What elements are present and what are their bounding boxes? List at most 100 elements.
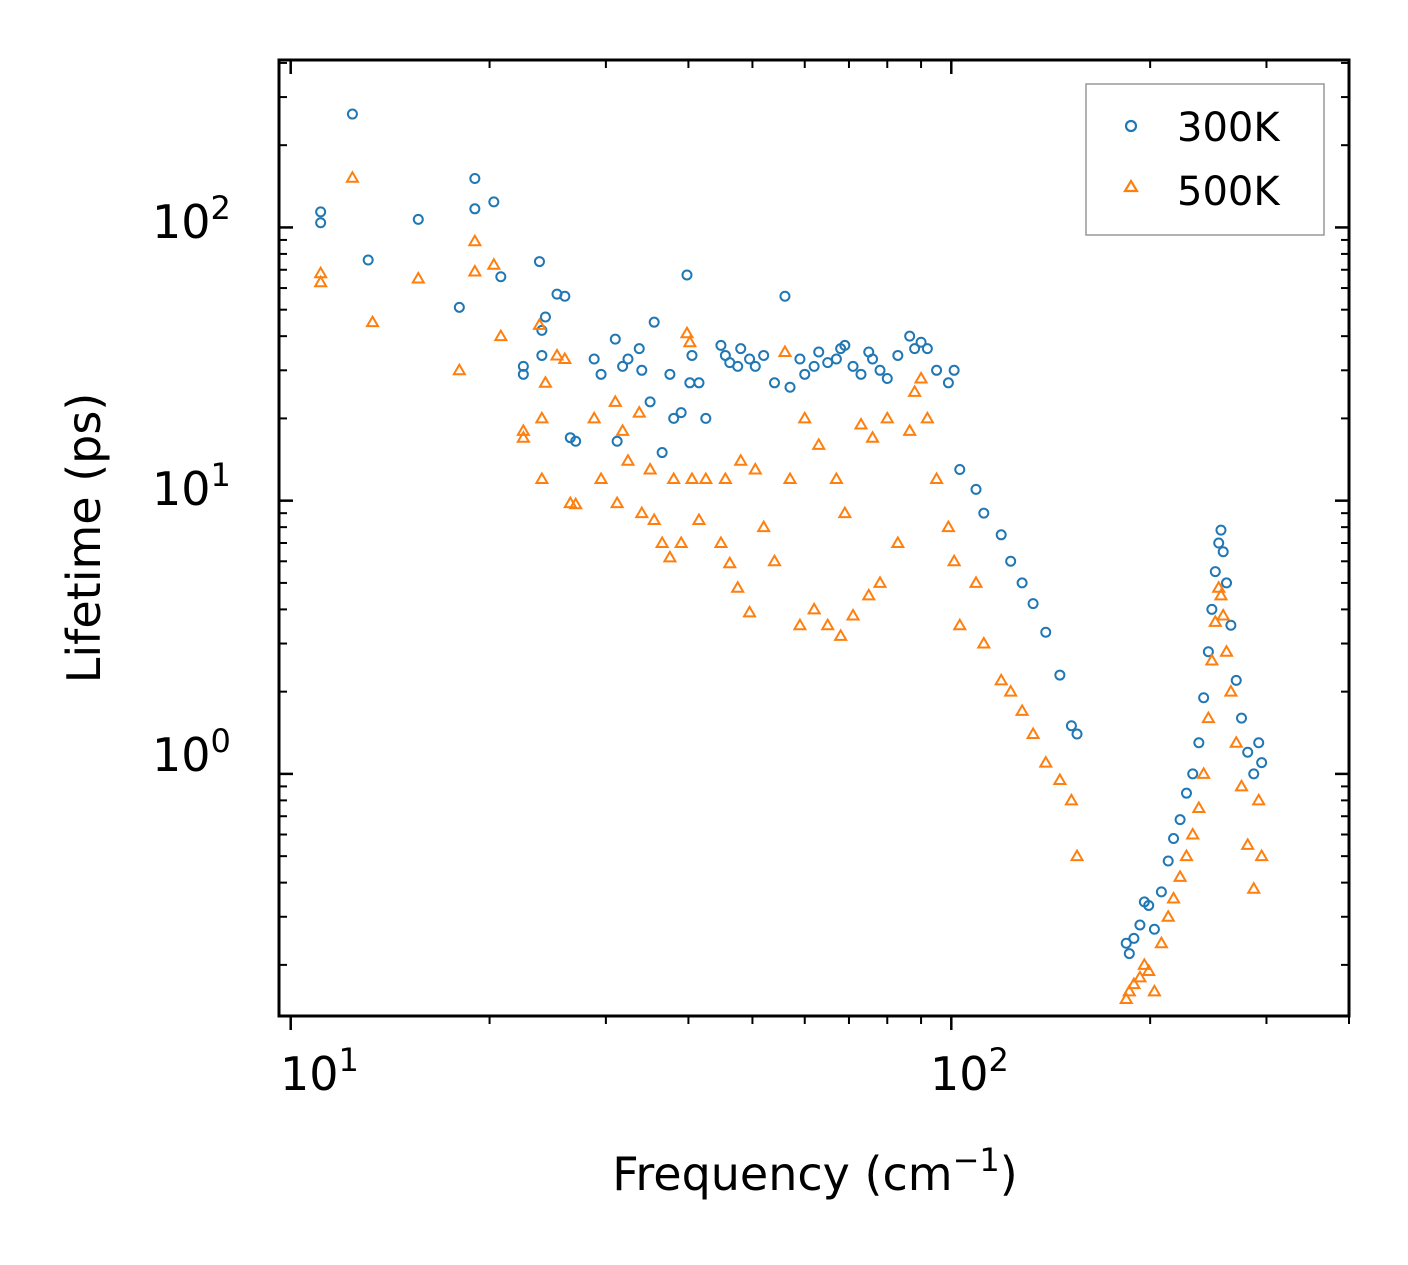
point-300k-17 [559, 290, 571, 302]
point-300k-30 [656, 447, 668, 459]
point-500k-58 [845, 607, 861, 621]
point-300k-91 [1162, 855, 1174, 867]
point-300k-99 [1206, 603, 1218, 615]
point-300k-32 [668, 412, 680, 424]
point-300k-111 [1256, 757, 1268, 769]
point-500k-52 [806, 601, 822, 615]
legend-marker-500k [1123, 178, 1139, 193]
point-500k-23 [609, 495, 625, 509]
point-500k-64 [890, 535, 906, 548]
point-500k-49 [782, 471, 798, 485]
point-300k-23 [611, 435, 623, 447]
point-300k-86 [1134, 919, 1146, 931]
point-300k-48 [779, 290, 791, 302]
point-500k-100 [1208, 614, 1223, 627]
point-300k-81 [1065, 720, 1077, 732]
point-300k-25 [622, 353, 634, 365]
point-300k-59 [855, 368, 867, 380]
point-500k-104 [1219, 644, 1234, 657]
point-300k-54 [822, 357, 834, 369]
point-300k-98 [1202, 646, 1214, 658]
point-300k-3 [362, 254, 374, 266]
point-300k-108 [1242, 746, 1254, 758]
point-300k-34 [681, 269, 693, 281]
point-300k-72 [954, 464, 966, 476]
point-500k-51 [797, 410, 812, 424]
point-300k-100 [1209, 566, 1221, 578]
point-500k-96 [1191, 800, 1207, 814]
y-tick-labels: 100 101 102 [152, 189, 231, 782]
point-500k-108 [1240, 837, 1255, 850]
point-500k-86 [1132, 969, 1148, 983]
point-500k-53 [811, 437, 826, 450]
point-500k-62 [872, 575, 888, 588]
point-500k-47 [767, 553, 782, 567]
point-300k-43 [735, 343, 747, 355]
point-500k-4 [411, 271, 426, 284]
point-500k-16 [549, 347, 565, 361]
point-300k-11 [517, 368, 529, 380]
point-500k-91 [1160, 909, 1176, 922]
point-500k-59 [853, 417, 869, 430]
point-300k-66 [909, 343, 921, 355]
point-500k-37 [691, 512, 707, 525]
point-300k-28 [644, 396, 656, 408]
y-tick-label-1: 100 [152, 722, 231, 782]
point-300k-51 [799, 368, 811, 380]
legend-frame [1085, 83, 1325, 236]
point-500k-50 [792, 617, 808, 631]
point-500k-20 [586, 410, 602, 424]
point-300k-36 [686, 349, 698, 361]
point-500k-54 [820, 617, 835, 631]
point-500k-33 [673, 535, 689, 548]
point-300k-69 [931, 364, 943, 376]
y-axis-label: Lifetime (ps) [57, 393, 111, 684]
point-500k-71 [946, 553, 962, 567]
point-500k-105 [1223, 684, 1239, 697]
point-500k-99 [1204, 653, 1220, 666]
series-500k [313, 170, 1269, 1005]
point-500k-69 [929, 471, 944, 485]
plot-area [277, 58, 1351, 1030]
point-500k-43 [733, 453, 748, 466]
point-300k-82 [1071, 728, 1083, 740]
point-300k-4 [412, 213, 424, 225]
point-300k-55 [830, 353, 842, 365]
point-500k-35 [682, 334, 698, 348]
point-500k-39 [713, 535, 729, 548]
point-300k-90 [1155, 886, 1167, 898]
point-300k-9 [495, 271, 507, 283]
point-500k-61 [865, 430, 880, 443]
point-300k-93 [1174, 814, 1186, 826]
point-300k-44 [744, 353, 756, 365]
point-300k-89 [1148, 923, 1160, 935]
point-300k-1 [315, 217, 327, 229]
point-500k-28 [642, 462, 658, 475]
legend: 300K 500K [1085, 83, 1325, 236]
point-300k-37 [693, 377, 705, 389]
point-300k-63 [881, 372, 893, 384]
point-500k-76 [1003, 684, 1018, 697]
point-500k-19 [568, 496, 583, 510]
point-500k-14 [538, 375, 553, 388]
point-500k-7 [467, 263, 483, 277]
legend-marker-300k [1124, 119, 1138, 133]
x-tick-label-100: 102 [930, 1041, 1009, 1101]
point-300k-103 [1217, 546, 1229, 558]
point-500k-68 [920, 410, 935, 424]
point-500k-46 [756, 519, 771, 533]
point-300k-7 [469, 203, 481, 215]
point-500k-81 [1064, 792, 1079, 806]
point-500k-31 [662, 549, 678, 563]
point-300k-12 [533, 256, 545, 268]
point-300k-109 [1248, 768, 1260, 780]
point-500k-41 [722, 555, 737, 569]
point-300k-78 [1027, 598, 1039, 610]
major-ticks [279, 60, 1349, 1030]
point-500k-5 [452, 362, 467, 376]
point-300k-27 [636, 364, 648, 376]
point-500k-13 [534, 410, 550, 424]
point-500k-12 [532, 317, 547, 330]
x-tick-labels: 101 102 [280, 1041, 1009, 1101]
point-500k-22 [608, 394, 623, 407]
